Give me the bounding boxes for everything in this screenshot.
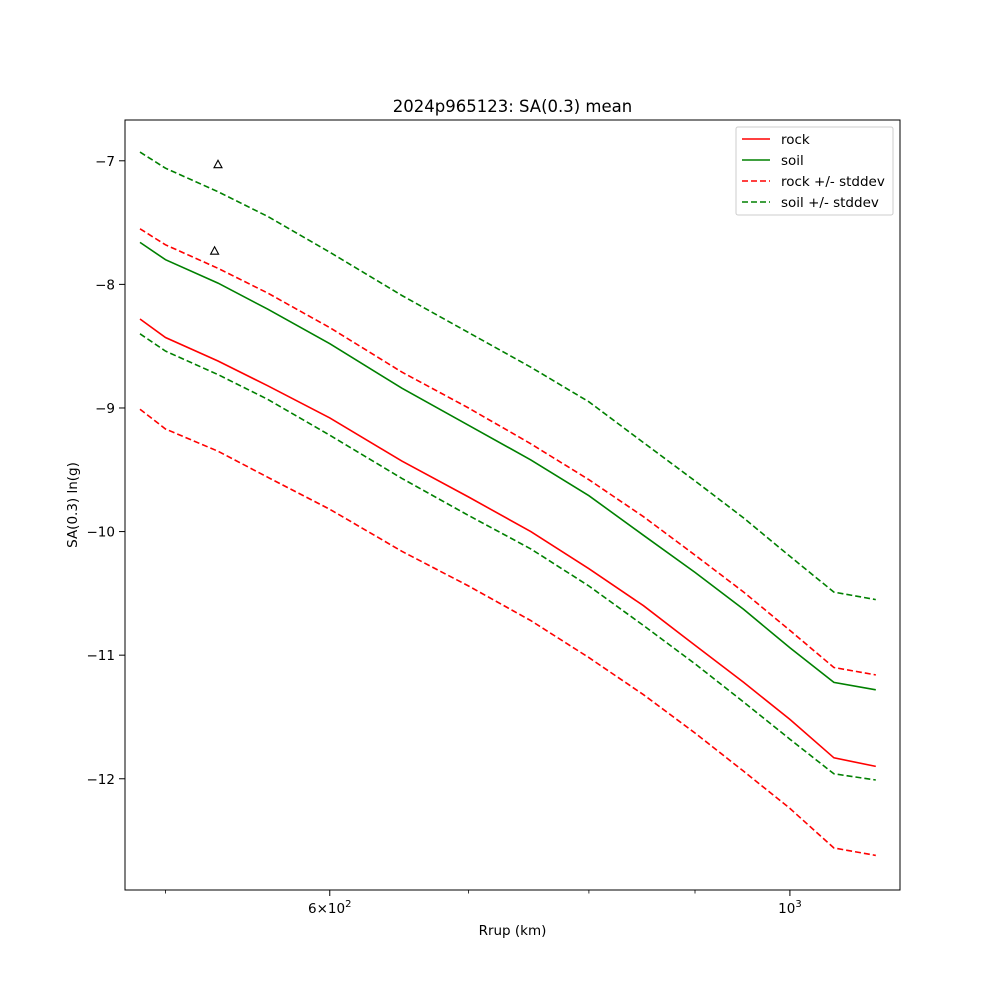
y-tick-label: −9 — [95, 401, 115, 417]
series-line-rock-stddev-upper — [139, 228, 876, 676]
plot-area: 6×102 103 −7 −8 −9 −10 −11 −12 — [87, 119, 901, 917]
x-tick-label: 6×102 — [308, 899, 351, 917]
axes-frame — [124, 119, 901, 891]
y-tick-label: −10 — [87, 525, 116, 541]
y-tick-label: −12 — [87, 772, 116, 788]
series-line-rock — [139, 318, 876, 768]
legend-label: rock +/- stddev — [781, 174, 885, 190]
legend: rock soil rock +/- stddev soil +/- stddev — [735, 126, 894, 216]
legend-label: soil +/- stddev — [781, 195, 879, 211]
y-tick-label: −7 — [95, 154, 115, 170]
series-line-soil — [139, 241, 876, 691]
y-tick-label: −11 — [87, 648, 116, 664]
legend-label: rock — [781, 132, 810, 148]
y-axis-label: SA(0.3) ln(g) — [65, 462, 81, 548]
y-tick-label: −8 — [95, 277, 115, 293]
legend-box — [735, 126, 894, 216]
observation-marker-2 — [209, 245, 220, 255]
x-tick-label: 103 — [778, 899, 802, 917]
legend-label: soil — [781, 153, 804, 169]
x-axis-label: Rrup (km) — [479, 923, 547, 939]
observation-marker-1 — [213, 159, 223, 169]
series-line-soil-stddev-upper — [139, 151, 876, 601]
series-line-rock-stddev-lower — [139, 408, 876, 857]
chart-title: 2024p965123: SA(0.3) mean — [393, 97, 632, 116]
series-line-soil-stddev-lower — [139, 333, 876, 781]
